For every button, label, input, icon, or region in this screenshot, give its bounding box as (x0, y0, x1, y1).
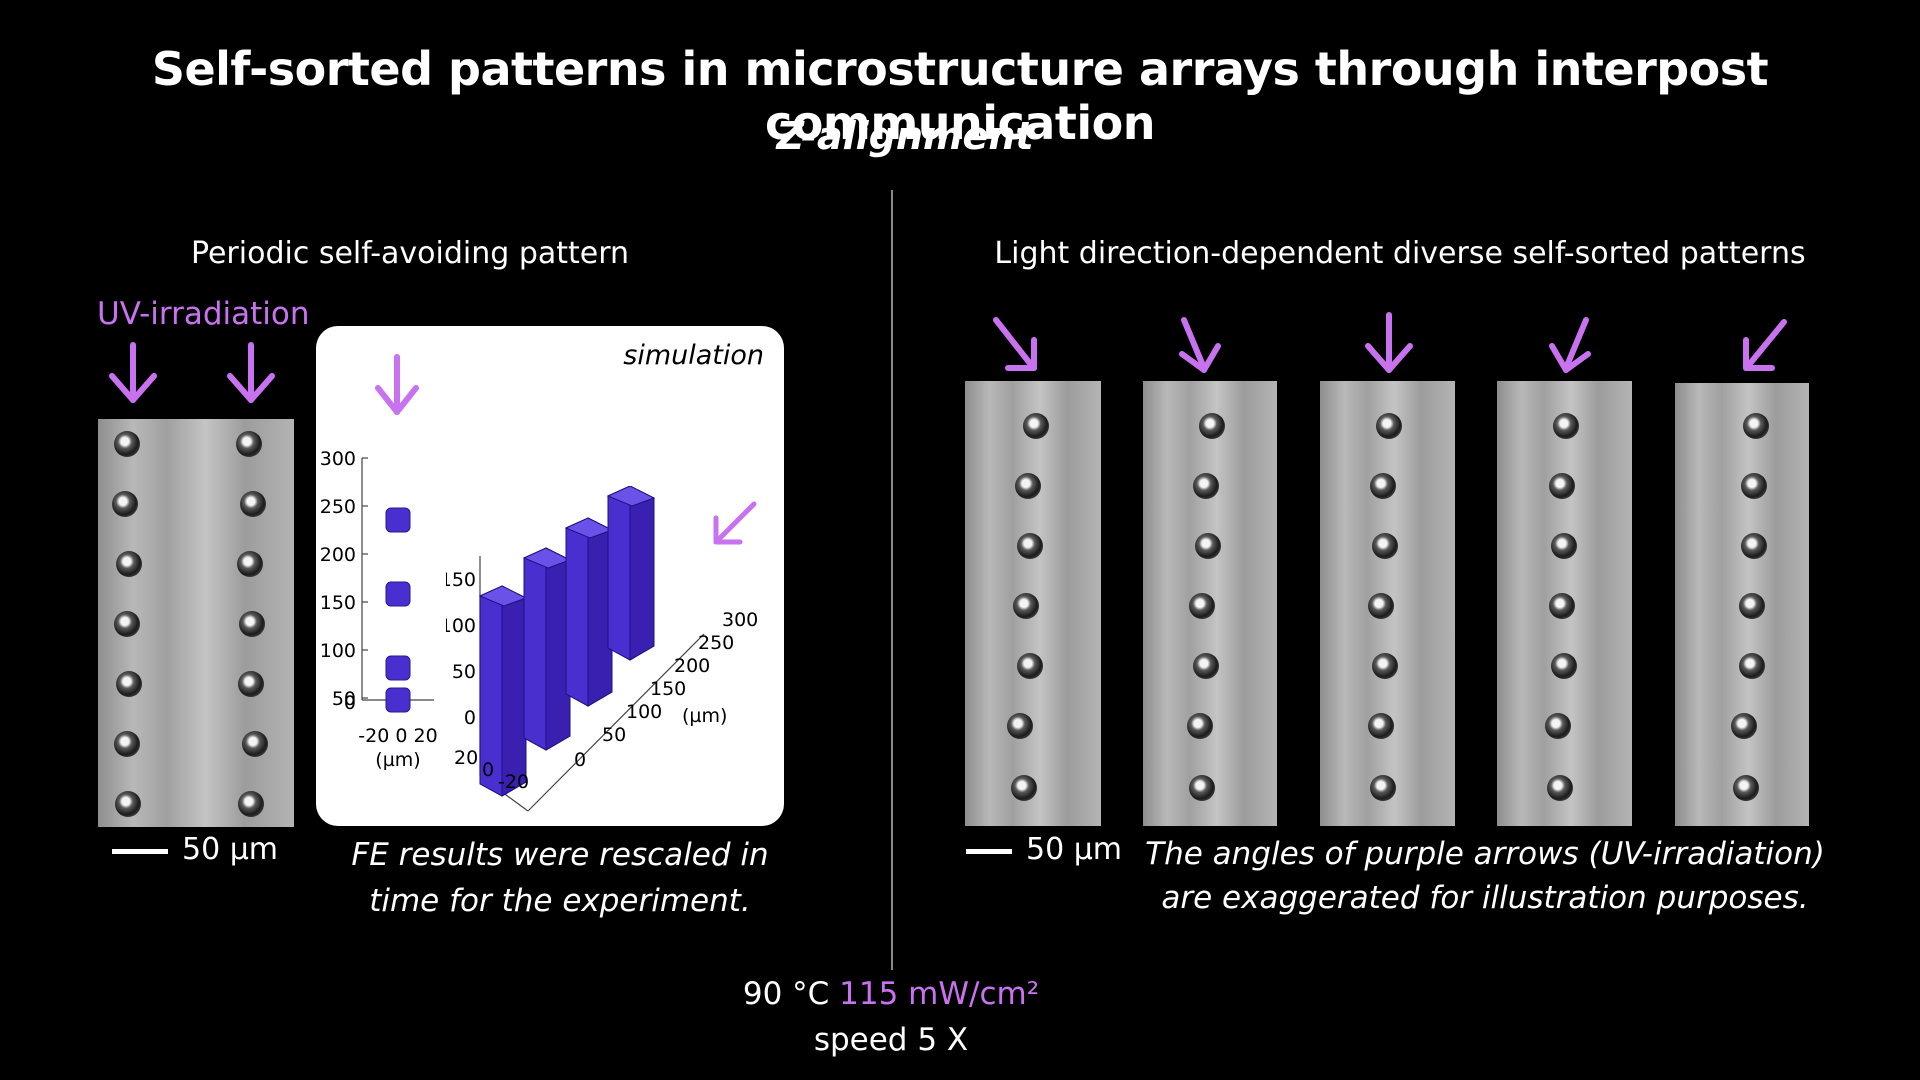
microscopy-image-right (965, 381, 1101, 826)
y-tick: 150 (320, 592, 356, 614)
scale-label-right: 50 µm (1026, 832, 1123, 867)
uv-arrow-angled-icon (993, 317, 1037, 371)
uv-arrow-icon (109, 342, 157, 403)
z-tick: 50 (452, 661, 476, 683)
z-tick: 0 (464, 707, 476, 729)
x-tick: -20 (498, 771, 529, 793)
y-tick: 0 (344, 692, 356, 714)
y-tick: 0 (574, 749, 586, 771)
x-tick: 20 (454, 747, 478, 769)
right-caption: The angles of purple arrows (UV-irradiat… (1145, 836, 1825, 916)
uv-arrow-angled-icon (1179, 317, 1221, 373)
y-tick: 100 (626, 701, 662, 723)
z-tick: 100 (446, 615, 476, 637)
uv-arrow-icon (375, 354, 419, 415)
scale-bar-right (966, 849, 1012, 854)
simulation-3d-plot: 150 100 50 0 300 250 200 150 100 50 0 (µ… (446, 486, 758, 812)
column-bar (478, 585, 528, 797)
column-bar (522, 547, 572, 751)
scale-label-left: 50 µm (182, 832, 279, 867)
intensity: 115 mW/cm² (839, 976, 1040, 1012)
y-tick: 200 (674, 655, 710, 677)
speed-label: speed 5 X (813, 1022, 969, 1058)
uv-arrow-angled-icon (1743, 319, 1787, 371)
y-tick: 50 (332, 688, 356, 710)
left-section-heading: Periodic self-avoiding pattern (190, 236, 630, 271)
z-tick: 150 (446, 569, 476, 591)
center-divider (891, 190, 893, 970)
x-tick: 0 (482, 759, 494, 781)
simulation-panel: simulation 300 250 200 150 100 (316, 326, 784, 826)
column-bar (564, 517, 614, 707)
y-tick: 250 (698, 632, 734, 654)
y-tick: 150 (650, 678, 686, 700)
right-section-heading: Light direction-dependent diverse self-s… (994, 236, 1806, 271)
column-bar (606, 486, 656, 661)
scale-bar-left (112, 849, 168, 854)
y-tick: 200 (320, 544, 356, 566)
uv-arrow-angled-icon (713, 501, 757, 545)
y-tick: 100 (320, 640, 356, 662)
microscopy-image-right (1320, 381, 1455, 826)
page-title: Self-sorted patterns in microstructure a… (151, 42, 1769, 150)
simulation-2d-plot: 300 250 200 150 100 50 0 -20 0 20 (µm) (320, 448, 438, 771)
uv-arrow-angled-icon (1549, 317, 1591, 373)
uv-arrow-icon (1365, 312, 1413, 373)
uv-arrow-icon (227, 342, 275, 403)
y-tick: 50 (602, 724, 626, 746)
y-tick: 250 (320, 496, 356, 518)
y-unit: (µm) (682, 705, 727, 727)
x-ticks: -20 0 20 (358, 725, 437, 747)
y-tick: 300 (722, 609, 758, 631)
temperature: 90 °C (742, 976, 830, 1012)
y-tick: 300 (320, 448, 356, 470)
microscopy-image-right (1497, 381, 1632, 826)
microscopy-image-right (1675, 383, 1809, 826)
microscopy-image-left (98, 419, 294, 827)
x-unit: (µm) (375, 749, 420, 771)
conditions-line: 90 °C 115 mW/cm² (0, 976, 1782, 1012)
microscopy-image-right (1143, 381, 1277, 826)
simulation-label: simulation (623, 340, 764, 371)
uv-irradiation-label: UV-irradiation (97, 296, 310, 332)
left-caption: FE results were rescaled in time for the… (351, 837, 769, 919)
page-subtitle: Z-alignment (776, 114, 1034, 158)
